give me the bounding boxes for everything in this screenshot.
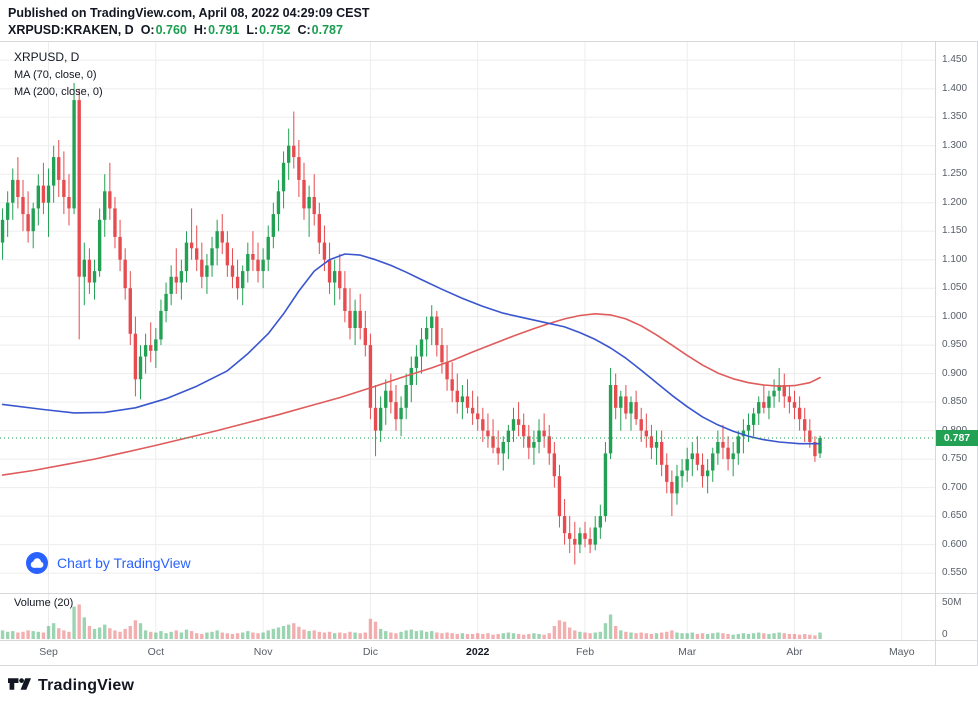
- price-tick-label: 1.450: [942, 54, 968, 66]
- time-tick-label: Abr: [786, 646, 803, 658]
- close-value: 0.787: [311, 23, 343, 37]
- tradingview-cloud-icon: [26, 552, 48, 574]
- price-tick-label: 0.600: [942, 538, 968, 550]
- time-axis[interactable]: Sep Oct Nov Dic 2022 Feb Mar Abr Mayo: [0, 641, 935, 665]
- time-tick-label: Feb: [575, 646, 595, 658]
- price-tick-label: 0.850: [942, 396, 968, 408]
- low-value: 0.752: [259, 23, 291, 37]
- price-tick-label: 1.150: [942, 225, 968, 237]
- time-tick-label: Oct: [147, 646, 164, 658]
- price-axis[interactable]: 1.450 1.400 1.350 1.300 1.250 1.200 1.150 1.100…: [936, 0, 978, 666]
- chart-legend: XRPUSD, D MA (70, close, 0) MA (200, clo…: [14, 50, 103, 98]
- symbol-name: XRPUSD:KRAKEN, D: [8, 23, 134, 37]
- high-label: H:: [193, 23, 208, 37]
- price-tick-label: 0.650: [942, 510, 968, 522]
- published-line: Published on TradingView.com, April 08, …: [8, 6, 370, 20]
- price-tick-label: 1.400: [942, 82, 968, 94]
- time-tick-label: Sep: [39, 646, 58, 658]
- price-tick-label: 1.000: [942, 310, 968, 322]
- open-value: 0.760: [155, 23, 187, 37]
- legend-symbol: XRPUSD, D: [14, 50, 80, 64]
- volume-tick-label: 0: [942, 629, 948, 640]
- time-tick-label: Nov: [253, 646, 273, 658]
- time-tick-label: Mar: [678, 646, 697, 658]
- price-tick-label: 0.950: [942, 339, 968, 351]
- price-tick-label: 0.750: [942, 453, 968, 465]
- footer-brand-link[interactable]: TradingView: [8, 674, 134, 698]
- footer-brand-text: TradingView: [38, 677, 135, 694]
- time-tick-label: Mayo: [888, 646, 915, 658]
- close-label: C:: [297, 23, 311, 37]
- volume-pane-label: Volume (20): [14, 597, 74, 609]
- symbol-ohlc-line: XRPUSD:KRAKEN, D O:0.760 H:0.791 L:0.752 C:0…: [8, 23, 343, 37]
- high-value: 0.791: [208, 23, 240, 37]
- tradingview-logo-icon: [8, 674, 31, 698]
- watermark-text: Chart by TradingView: [57, 555, 191, 571]
- price-tick-label: 1.300: [942, 139, 968, 151]
- low-label: L:: [246, 23, 259, 37]
- price-tick-label: 0.700: [942, 481, 968, 493]
- tradingview-watermark-link[interactable]: Chart by TradingView: [26, 552, 191, 574]
- volume-tick-label: 50M: [942, 597, 962, 608]
- price-tick-label: 0.550: [942, 567, 968, 579]
- legend-ma200: MA (200, close, 0): [14, 86, 103, 98]
- last-price-badge: 0.787: [936, 430, 978, 446]
- price-tick-label: 1.350: [942, 111, 968, 123]
- price-tick-label: 1.200: [942, 196, 968, 208]
- price-tick-label: 1.250: [942, 168, 968, 180]
- open-label: O:: [140, 23, 155, 37]
- time-tick-label: 2022: [466, 646, 490, 658]
- price-tick-label: 0.900: [942, 367, 968, 379]
- time-tick-label: Dic: [362, 646, 379, 658]
- price-tick-label: 1.050: [942, 282, 968, 294]
- legend-ma70: MA (70, close, 0): [14, 69, 97, 81]
- price-tick-label: 1.100: [942, 253, 968, 265]
